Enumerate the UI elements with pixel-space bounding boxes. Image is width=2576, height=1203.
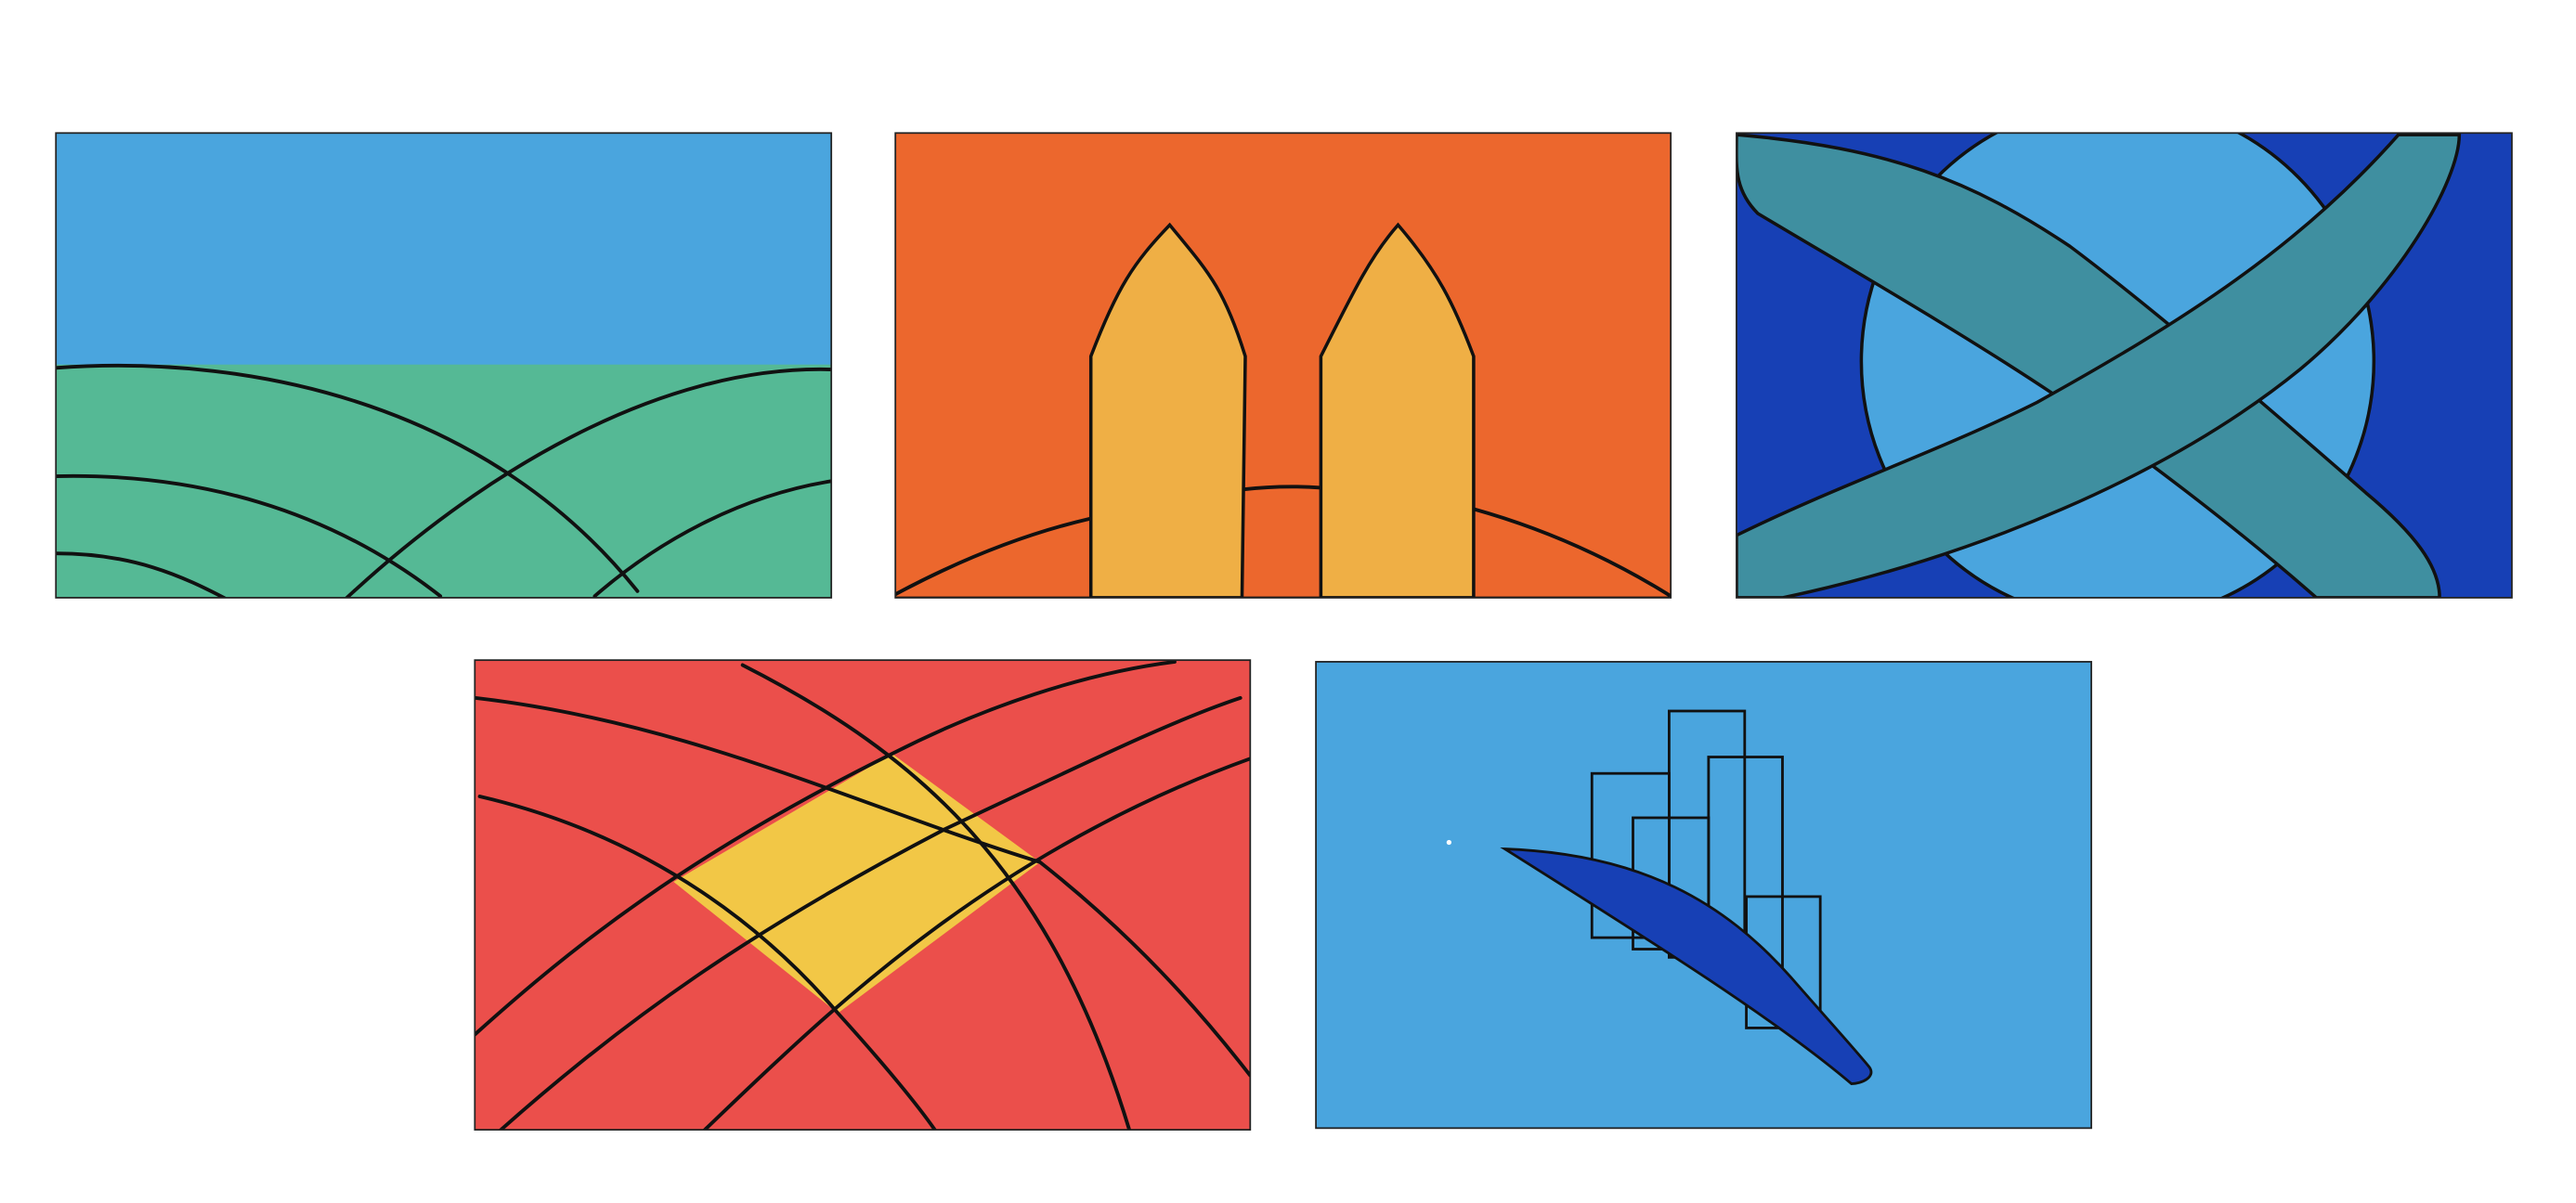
- frame: [474, 659, 1252, 1131]
- dot: [1446, 839, 1452, 846]
- tower: [1319, 222, 1476, 598]
- highlight: [673, 753, 1040, 1014]
- sky: [56, 133, 832, 367]
- hill-lines: [56, 363, 832, 598]
- panel-hills: [55, 132, 833, 599]
- panel-planet: [1736, 132, 2513, 599]
- panel-city: [1315, 661, 2092, 1130]
- tower: [1088, 222, 1247, 598]
- blade: [1736, 133, 2441, 598]
- background: [1315, 661, 2092, 1130]
- panel-lattice: [474, 659, 1252, 1131]
- blade: [1500, 847, 1873, 1085]
- field: [56, 364, 832, 598]
- panel-towers: [894, 132, 1672, 599]
- frame: [894, 132, 1672, 599]
- blade: [1736, 133, 2462, 598]
- background: [895, 133, 1672, 598]
- frame: [55, 132, 833, 599]
- frame: [1736, 132, 2513, 599]
